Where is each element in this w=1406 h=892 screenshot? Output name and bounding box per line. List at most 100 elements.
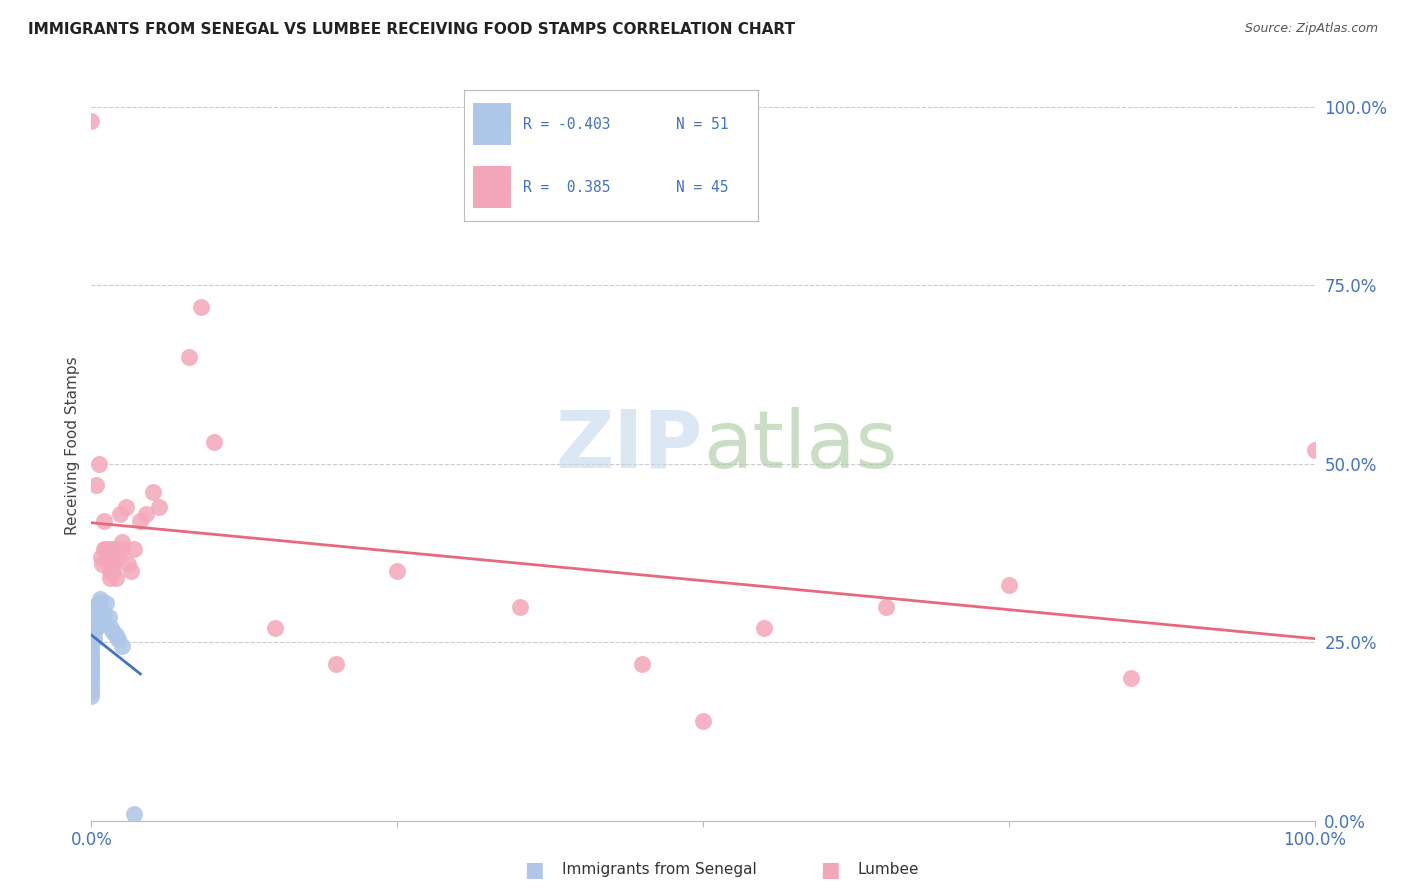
Point (91, 557, 114, 571)
Point (96, 549, 118, 564)
Point (754, 621, 776, 635)
Point (107, 549, 129, 564)
Point (89, 603, 111, 617)
Point (80, 607, 103, 621)
Point (80, 657, 103, 671)
Point (87, 607, 110, 621)
Point (135, 507, 157, 521)
Point (83, 624, 105, 639)
Point (190, 300, 212, 314)
Point (104, 542, 127, 557)
Point (89, 592, 111, 607)
Point (97, 557, 120, 571)
Point (100, 542, 122, 557)
Point (1303, 442, 1326, 457)
Point (80, 621, 103, 635)
Point (103, 557, 125, 571)
Point (80, 653, 103, 667)
Point (111, 639, 134, 653)
Point (120, 564, 142, 578)
Point (1121, 671, 1143, 685)
Point (87, 457, 110, 471)
Point (692, 714, 714, 728)
Point (122, 806, 145, 821)
Point (104, 628, 127, 642)
Text: IMMIGRANTS FROM SENEGAL VS LUMBEE RECEIVING FOOD STAMPS CORRELATION CHART: IMMIGRANTS FROM SENEGAL VS LUMBEE RECEIV… (28, 22, 796, 37)
Point (385, 564, 409, 578)
Point (83, 610, 105, 624)
Point (80, 635, 103, 649)
Text: Source: ZipAtlas.com: Source: ZipAtlas.com (1244, 22, 1378, 36)
Point (108, 507, 131, 521)
Point (80, 114, 103, 128)
Point (84, 610, 107, 624)
Point (114, 500, 136, 514)
Point (80, 614, 103, 628)
Point (509, 599, 531, 614)
Point (94, 542, 117, 557)
Point (91, 617, 114, 632)
Point (148, 500, 170, 514)
Point (86, 614, 108, 628)
Point (202, 435, 225, 450)
Point (129, 514, 152, 528)
Point (98, 564, 121, 578)
Point (104, 542, 127, 557)
Text: ZIP: ZIP (555, 407, 703, 485)
Point (80, 667, 103, 681)
Point (93, 607, 115, 621)
Point (80, 624, 103, 639)
Text: Immigrants from Senegal: Immigrants from Senegal (562, 863, 758, 877)
Point (80, 664, 103, 678)
Point (80, 599, 103, 614)
Text: ■: ■ (820, 860, 839, 880)
Point (80, 639, 103, 653)
Point (631, 657, 654, 671)
Point (80, 646, 103, 660)
Point (80, 628, 103, 642)
Point (875, 599, 898, 614)
Point (93, 514, 115, 528)
Point (90, 549, 112, 564)
Point (101, 549, 124, 564)
Point (264, 621, 287, 635)
Point (100, 621, 122, 635)
Point (103, 564, 125, 578)
Point (80, 685, 103, 699)
Point (80, 632, 103, 646)
Point (80, 649, 103, 664)
Point (80, 674, 103, 689)
Point (103, 624, 125, 639)
Point (80, 610, 103, 624)
Point (80, 660, 103, 674)
Point (111, 535, 134, 549)
Point (84, 621, 107, 635)
Point (83, 632, 105, 646)
Point (84, 599, 107, 614)
Point (86, 603, 108, 617)
Point (80, 671, 103, 685)
Point (80, 617, 103, 632)
Point (84, 478, 107, 492)
Point (90, 610, 112, 624)
Point (104, 571, 127, 585)
Point (111, 542, 134, 557)
Point (97, 610, 120, 624)
Point (80, 681, 103, 696)
Point (80, 678, 103, 692)
Point (122, 542, 145, 557)
Y-axis label: Receiving Food Stamps: Receiving Food Stamps (65, 357, 80, 535)
Text: ■: ■ (524, 860, 544, 880)
Point (325, 657, 347, 671)
Point (94, 596, 117, 610)
Point (93, 542, 115, 557)
Point (80, 603, 103, 617)
Point (179, 350, 201, 364)
Point (83, 617, 105, 632)
Point (87, 596, 110, 610)
Text: Lumbee: Lumbee (858, 863, 920, 877)
Point (80, 642, 103, 657)
Point (98, 571, 121, 585)
Point (117, 557, 139, 571)
Point (141, 485, 163, 500)
